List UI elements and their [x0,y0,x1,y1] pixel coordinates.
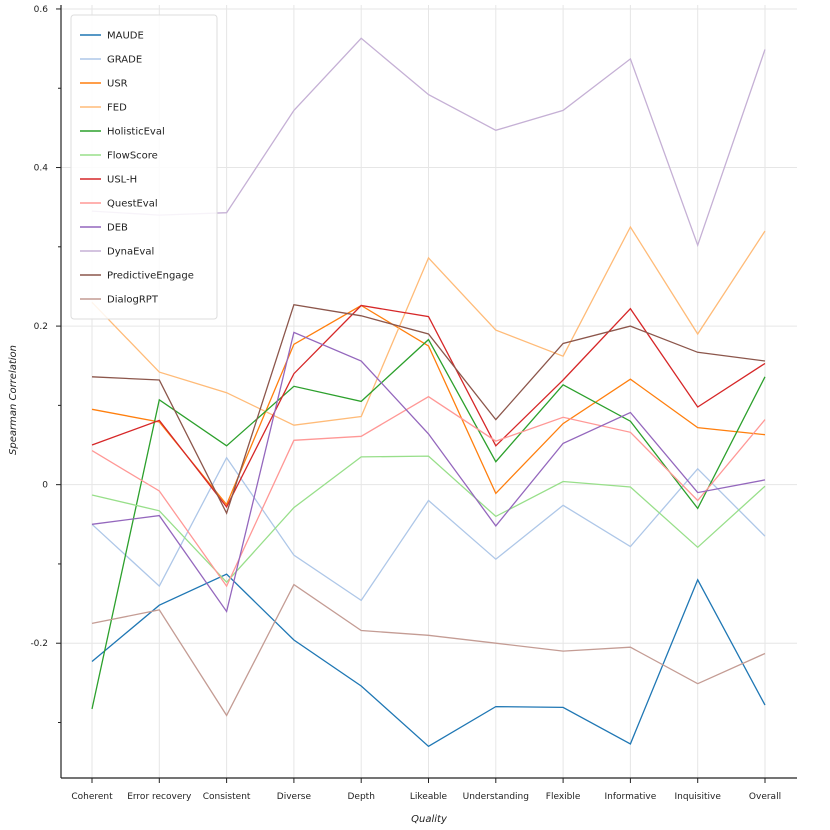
x-tick-label: Error recovery [127,792,192,802]
legend-label: USL-H [107,175,137,186]
series-line-predictiveengage [91,303,766,515]
legend-label: DEB [107,223,128,234]
y-tick-labels: -0.2 0 0.2 0.4 0.6 [30,5,48,649]
series-line-questeval [91,395,766,588]
grid-lines [61,5,797,778]
series-line-flowscore [91,455,766,584]
series-lines [91,37,766,748]
x-tick-labels: Coherent Error recovery Consistent Diverse D… [71,792,781,802]
x-tick-label: Coherent [71,792,113,802]
x-tick-label: Depth [347,792,374,802]
series-line-grade [91,456,766,602]
series-line-maude [91,573,766,748]
legend-box [70,14,218,320]
x-tick-label: Likeable [410,792,448,802]
legend-label: GRADE [107,55,142,66]
legend-label: QuestEval [107,199,158,210]
y-tick-label: 0 [42,481,48,491]
x-axis-title: Quality [411,814,448,825]
legend-label: PredictiveEngage [107,271,194,282]
series-line-fed [91,225,766,426]
legend-label: MAUDE [107,31,144,42]
y-tick-label: 0.6 [34,5,49,15]
y-tick-label: 0.4 [34,164,49,174]
x-tick-label: Informative [605,792,657,802]
series-line-holisticeval [91,338,766,710]
x-tick-label: Understanding [463,792,529,802]
y-axis-title: Spearman Correlation [8,345,19,455]
series-line-usr [91,304,766,506]
series-line-deb [91,331,766,614]
legend-label: USR [107,79,128,90]
y-tick-label: -0.2 [30,639,48,649]
axes [56,5,797,783]
series-line-usl-h [91,304,766,509]
legend: MAUDE GRADE USR FED HolisticEval FlowScore USL… [70,14,218,320]
legend-label: FED [107,103,127,114]
x-tick-label: Overall [749,792,781,802]
legend-label: HolisticEval [107,127,165,138]
x-tick-label: Inquisitive [675,792,722,802]
y-tick-label: 0.2 [34,322,48,332]
legend-label: FlowScore [107,151,158,162]
x-tick-label: Flexible [546,792,581,802]
x-tick-label: Consistent [203,792,251,802]
legend-label: DialogRPT [107,295,159,306]
legend-label: DynaEval [107,247,154,258]
x-tick-label: Diverse [277,792,312,802]
series-line-dialogrpt [91,583,766,717]
